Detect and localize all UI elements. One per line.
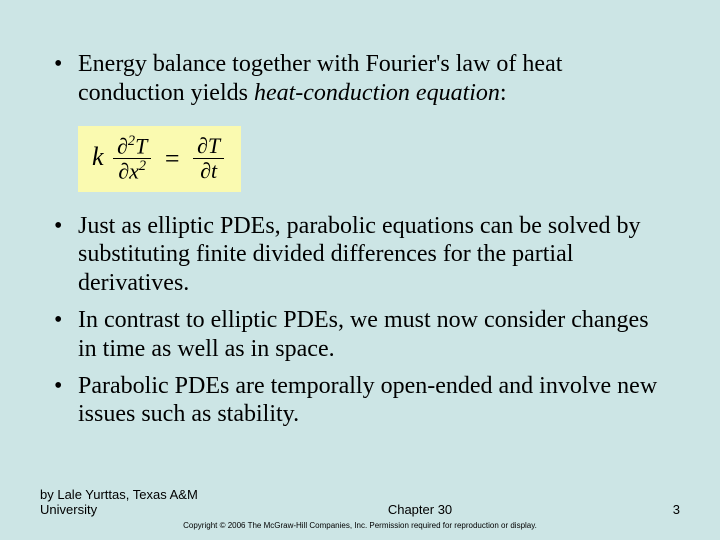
slide-content: Energy balance together with Fourier's l… (0, 0, 720, 429)
bullet-text: Just as elliptic PDEs, parabolic equatio… (78, 213, 641, 297)
footer-page-number: 3 (620, 502, 680, 517)
slide-footer: by Lale Yurttas, Texas A&M University Ch… (0, 487, 720, 530)
equation-rhs-fraction: ∂T ∂t (193, 134, 224, 183)
bullet-text: Parabolic PDEs are temporally open-ended… (78, 373, 657, 428)
footer-row: by Lale Yurttas, Texas A&M University Ch… (40, 487, 680, 517)
bullet-item: Just as elliptic PDEs, parabolic equatio… (50, 212, 670, 298)
equation-lhs-num: ∂2T (113, 134, 151, 160)
equation-k: k (92, 142, 104, 171)
equation-rhs-den: ∂t (193, 159, 224, 183)
footer-copyright: Copyright © 2006 The McGraw-Hill Compani… (40, 521, 680, 530)
bullet-text-post: : (500, 80, 507, 106)
equation-lhs-den: ∂x2 (113, 159, 151, 184)
bullet-list-2: Just as elliptic PDEs, parabolic equatio… (50, 212, 670, 430)
bullet-list: Energy balance together with Fourier's l… (50, 50, 670, 108)
equation-rhs-num: ∂T (193, 134, 224, 159)
bullet-item: Energy balance together with Fourier's l… (50, 50, 670, 108)
bullet-item: Parabolic PDEs are temporally open-ended… (50, 372, 670, 430)
equation-image: k ∂2T ∂x2 = ∂T ∂t (78, 126, 241, 192)
footer-author: by Lale Yurttas, Texas A&M University (40, 487, 220, 517)
bullet-text-italic: heat-conduction equation (254, 80, 500, 106)
bullet-item: In contrast to elliptic PDEs, we must no… (50, 306, 670, 364)
equation-lhs-fraction: ∂2T ∂x2 (113, 134, 151, 184)
equation-equals: = (165, 144, 180, 173)
bullet-text: In contrast to elliptic PDEs, we must no… (78, 307, 649, 362)
footer-chapter: Chapter 30 (220, 502, 620, 517)
